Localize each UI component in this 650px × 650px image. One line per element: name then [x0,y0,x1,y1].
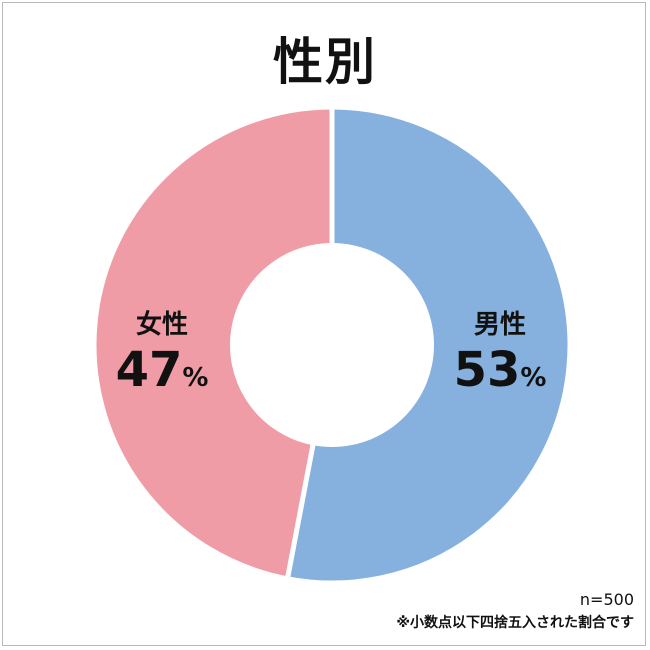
sample-size-note: n=500 [579,590,634,609]
slice-group [91,104,573,586]
value-number: 47 [116,342,183,398]
pie-slice-female [91,104,335,582]
value-unit: % [520,363,546,393]
donut-hole [230,243,434,447]
slice-label-female: 女性 [136,309,188,340]
chart-title: 性別 [273,33,377,91]
slice-value-male: 53% [454,342,547,398]
slice-label-male: 男性 [474,310,526,340]
slice-value-female: 47% [116,342,209,398]
value-number: 53 [454,342,521,398]
rounding-note: ※小数点以下四捨五入された割合です [396,615,634,631]
value-unit: % [182,363,208,393]
